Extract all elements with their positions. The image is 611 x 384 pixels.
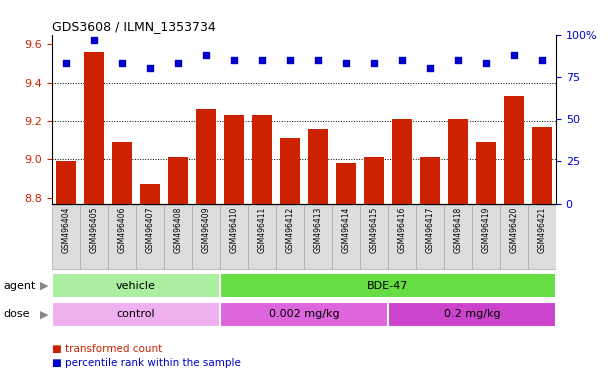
Bar — [360, 205, 388, 270]
Bar — [52, 205, 80, 270]
Point — [425, 65, 435, 71]
Text: ■ transformed count: ■ transformed count — [52, 344, 162, 354]
Bar — [224, 115, 244, 204]
Point — [61, 60, 71, 66]
Text: GSM496410: GSM496410 — [230, 207, 238, 253]
Point — [397, 57, 407, 63]
Text: GSM496416: GSM496416 — [398, 207, 406, 253]
Bar — [532, 127, 552, 204]
Bar — [276, 205, 304, 270]
Bar — [136, 205, 164, 270]
Point — [173, 60, 183, 66]
Text: GDS3608 / ILMN_1353734: GDS3608 / ILMN_1353734 — [52, 20, 216, 33]
Bar — [252, 115, 272, 204]
Text: control: control — [117, 310, 155, 319]
Bar — [500, 205, 528, 270]
Bar — [56, 161, 76, 204]
Text: ▶: ▶ — [40, 310, 49, 319]
Point — [313, 57, 323, 63]
Bar — [220, 273, 556, 298]
Bar — [140, 184, 159, 204]
Point — [453, 57, 463, 63]
Bar — [444, 205, 472, 270]
Bar — [52, 273, 220, 298]
Bar — [528, 205, 556, 270]
Text: GSM496413: GSM496413 — [313, 207, 323, 253]
Text: GSM496417: GSM496417 — [425, 207, 434, 253]
Text: ▶: ▶ — [40, 281, 49, 291]
Text: GSM496405: GSM496405 — [89, 207, 98, 253]
Bar — [108, 205, 136, 270]
Bar — [416, 205, 444, 270]
Text: GSM496408: GSM496408 — [174, 207, 183, 253]
Text: dose: dose — [3, 310, 29, 319]
Point — [229, 57, 239, 63]
Text: 0.002 mg/kg: 0.002 mg/kg — [269, 310, 339, 319]
Bar — [308, 129, 327, 204]
Bar — [112, 142, 132, 204]
Text: vehicle: vehicle — [116, 281, 156, 291]
Text: GSM496404: GSM496404 — [62, 207, 70, 253]
Text: GSM496418: GSM496418 — [453, 207, 463, 253]
Bar — [164, 205, 192, 270]
Bar — [168, 157, 188, 204]
Bar — [196, 109, 216, 204]
Bar — [280, 138, 300, 204]
Bar — [364, 157, 384, 204]
Point — [89, 36, 99, 43]
Bar — [420, 157, 440, 204]
Point — [145, 65, 155, 71]
Text: GSM496419: GSM496419 — [481, 207, 491, 253]
Text: GSM496411: GSM496411 — [257, 207, 266, 253]
Point — [117, 60, 127, 66]
Bar — [336, 163, 356, 204]
Bar — [388, 302, 556, 327]
Text: GSM496409: GSM496409 — [202, 207, 210, 253]
Bar — [392, 119, 412, 204]
Point — [341, 60, 351, 66]
Bar — [248, 205, 276, 270]
Bar — [52, 302, 220, 327]
Point — [201, 52, 211, 58]
Bar — [388, 205, 416, 270]
Text: agent: agent — [3, 281, 35, 291]
Text: BDE-47: BDE-47 — [367, 281, 409, 291]
Point — [537, 57, 547, 63]
Bar — [476, 142, 496, 204]
Point — [369, 60, 379, 66]
Bar — [472, 205, 500, 270]
Bar — [80, 205, 108, 270]
Point — [257, 57, 267, 63]
Text: GSM496412: GSM496412 — [285, 207, 295, 253]
Bar — [84, 52, 104, 204]
Text: GSM496421: GSM496421 — [538, 207, 546, 253]
Bar — [192, 205, 220, 270]
Point — [509, 52, 519, 58]
Text: GSM496420: GSM496420 — [510, 207, 519, 253]
Bar — [504, 96, 524, 204]
Text: GSM496414: GSM496414 — [342, 207, 351, 253]
Text: GSM496407: GSM496407 — [145, 207, 155, 253]
Bar — [220, 302, 388, 327]
Bar — [220, 205, 248, 270]
Bar — [332, 205, 360, 270]
Bar — [448, 119, 468, 204]
Bar — [304, 205, 332, 270]
Text: GSM496406: GSM496406 — [117, 207, 126, 253]
Point — [285, 57, 295, 63]
Text: 0.2 mg/kg: 0.2 mg/kg — [444, 310, 500, 319]
Point — [481, 60, 491, 66]
Text: ■ percentile rank within the sample: ■ percentile rank within the sample — [52, 358, 241, 368]
Text: GSM496415: GSM496415 — [370, 207, 378, 253]
